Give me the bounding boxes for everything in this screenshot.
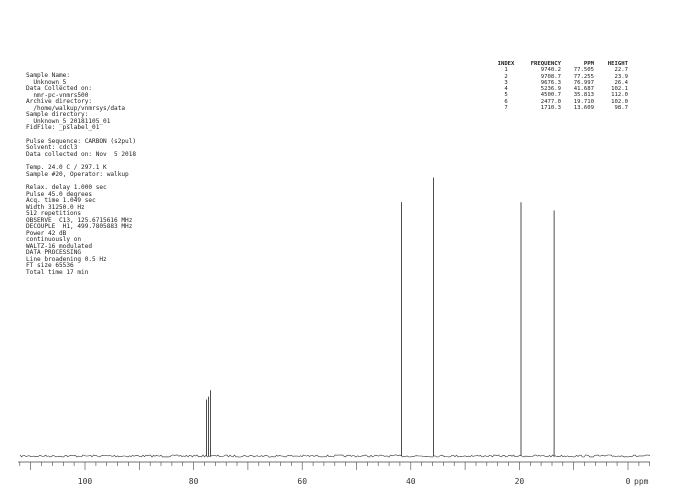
peak-index: 2: [504, 73, 508, 80]
parameter-line: Data Collected on:: [26, 85, 93, 92]
x-axis-tick-label: 20: [515, 477, 525, 486]
peak-index: 3: [504, 79, 508, 86]
parameter-line: continuously on: [26, 236, 82, 243]
peak-height: 23.9: [614, 73, 628, 80]
peak-ppm: 77.505: [573, 67, 594, 74]
parameter-line: OBSERVE C13, 125.6715616 MHz: [26, 216, 133, 224]
parameter-line: Archive directory:: [26, 98, 93, 105]
parameter-line: Sample Name:: [26, 72, 71, 79]
table-row: 5 4500.7 35.813 112.0: [495, 92, 628, 98]
peak-index: 1: [504, 67, 508, 74]
header-height: HEIGHT: [607, 61, 628, 67]
peak-frequency: 9676.3: [540, 79, 561, 86]
peak-frequency: 1710.3: [540, 105, 561, 112]
peak-ppm: 35.813: [573, 92, 594, 99]
table-row: 4 5236.9 41.687 102.1: [495, 86, 628, 92]
x-axis-tick-label: 40: [406, 477, 416, 486]
parameter-line: FidFile: _pslabel_01: [26, 124, 100, 131]
x-axis-ticks: [19, 462, 651, 470]
parameter-line: Line broadening 0.5 Hz: [26, 255, 107, 263]
peak-frequency: 2477.0: [540, 98, 561, 105]
peak-index: 6: [504, 98, 508, 105]
parameter-line: 512 repetitions: [26, 210, 82, 217]
table-row: 1 9740.2 77.505 22.7: [495, 67, 628, 73]
peak-ppm: 76.997: [573, 79, 594, 86]
spectrum-peaks-group: [206, 177, 555, 456]
parameter-line: Sample directory:: [26, 111, 89, 118]
peak-height: 102.1: [611, 86, 628, 93]
peak-height: 112.0: [611, 92, 628, 99]
parameter-line: Width 31250.0 Hz: [26, 203, 85, 211]
peak-frequency: 9708.7: [540, 73, 561, 80]
parameter-line: Total time 17 min: [26, 268, 89, 276]
peak-ppm: 19.710: [573, 98, 594, 105]
parameter-line: Pulse Sequence: CARBON (s2pul): [26, 137, 137, 145]
peak-table: INDEX FREQUENCY PPM HEIGHT 1 9740.2 77.505…: [495, 61, 628, 111]
peak-height: 102.0: [611, 98, 628, 105]
parameter-line: Solvent: cdcl3: [26, 144, 78, 151]
x-axis-label: ppm: [634, 477, 649, 486]
parameter-line: Unknown_5: [26, 78, 67, 86]
x-axis-tick-labels: 220200180160140120100806040200: [78, 477, 631, 486]
peak-frequency: 4500.7: [540, 92, 561, 99]
header-frequency: FREQUENCY: [530, 61, 561, 67]
parameter-line: Sample #20, Operator: walkup: [26, 170, 129, 178]
peak-index: 5: [504, 92, 508, 99]
peak-height: 98.7: [614, 105, 628, 112]
parameter-line: WALTZ-16 modulated: [26, 242, 93, 250]
parameter-line: DECOUPLE H1, 499.7805883 MHz: [26, 223, 133, 230]
peak-ppm: 41.687: [573, 86, 594, 93]
peak-height: 26.4: [614, 79, 628, 86]
parameter-line: Pulse 45.0 degrees: [26, 190, 93, 198]
peak-index: 4: [504, 86, 508, 93]
table-row: 2 9708.7 77.255 23.9: [495, 74, 628, 80]
spectrum-baseline-group: [19, 454, 651, 458]
table-row: 3 9676.3 76.997 26.4: [495, 80, 628, 86]
parameter-line: Power 42 dB: [26, 229, 67, 237]
table-row: 7 1710.3 13.609 98.7: [495, 105, 628, 111]
parameter-line: Acq. time 1.049 sec: [26, 197, 96, 204]
acquisition-parameters: Sample Name: Unknown_5 Data Collected on:…: [26, 72, 286, 276]
peak-table-header: INDEX FREQUENCY PPM HEIGHT: [495, 61, 628, 67]
x-axis-tick-label: 80: [189, 477, 199, 486]
parameter-line: /home/walkup/vnmrsys/data: [26, 104, 126, 112]
peak-ppm: 77.255: [573, 73, 594, 80]
parameter-line: FT size 65536: [26, 262, 74, 269]
header-index: INDEX: [497, 61, 515, 67]
peak-ppm: 13.609: [573, 105, 594, 112]
peak-height: 22.7: [614, 67, 628, 74]
x-axis-tick-label: 0: [626, 477, 631, 486]
parameter-line: Unknown_5_20181105_01: [26, 117, 111, 125]
parameter-line: Data collected on: Nov 5 2018: [26, 150, 137, 158]
parameter-line: Relax. delay 1.000 sec: [26, 184, 107, 191]
header-ppm: PPM: [583, 61, 594, 67]
table-row: 6 2477.0 19.710 102.0: [495, 99, 628, 105]
x-axis-tick-label: 60: [297, 477, 307, 486]
spectrum-baseline: [19, 454, 651, 458]
peak-frequency: 9740.2: [540, 67, 561, 74]
peak-index: 7: [504, 105, 508, 112]
peak-frequency: 5236.9: [540, 86, 561, 93]
parameter-line: nmr-pc-vnmrs500: [26, 91, 89, 99]
x-axis-tick-label: 100: [78, 477, 93, 486]
parameter-line: DATA PROCESSING: [26, 249, 82, 256]
parameter-line: Temp. 24.0 C / 297.1 K: [26, 164, 107, 171]
